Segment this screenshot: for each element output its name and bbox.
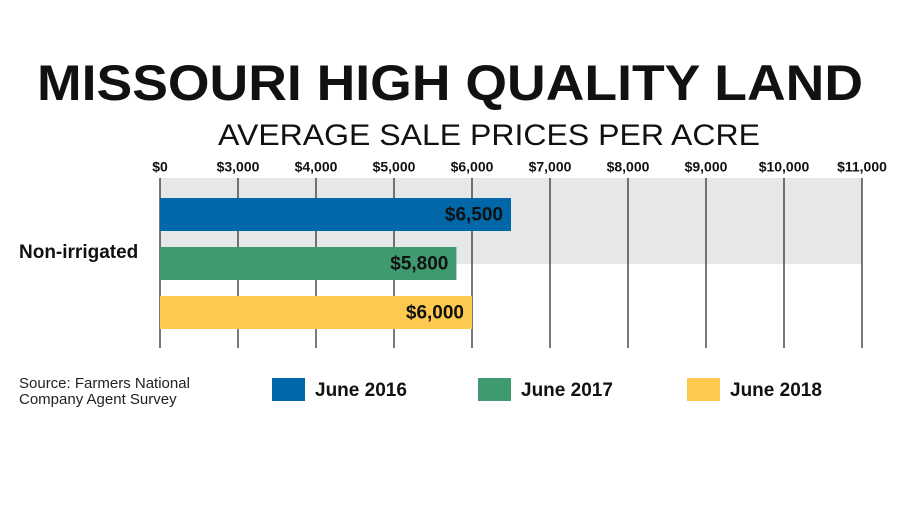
x-tick-label: $3,000 (217, 159, 260, 175)
x-tick-label: $4,000 (295, 159, 338, 175)
x-tick-label: $7,000 (529, 159, 572, 175)
chart-title: MISSOURI HIGH QUALITY LAND (37, 55, 863, 111)
legend-swatch (272, 378, 305, 401)
bar (160, 247, 457, 280)
chart-subtitle: AVERAGE SALE PRICES PER ACRE (218, 119, 760, 152)
value-label: $5,800 (390, 254, 448, 275)
x-tick-label: $0 (152, 159, 168, 175)
value-label: $6,000 (406, 303, 464, 324)
x-tick-label: $10,000 (759, 159, 810, 175)
value-label: $6,500 (445, 205, 503, 226)
legend-swatch (478, 378, 511, 401)
source-note: Source: Farmers National Company Agent S… (19, 375, 190, 408)
legend-label: June 2016 (315, 380, 407, 401)
y-tick-label: Non-irrigated (19, 242, 138, 263)
x-tick-label: $9,000 (685, 159, 728, 175)
x-tick-label: $8,000 (607, 159, 650, 175)
x-tick-label: $11,000 (837, 159, 887, 175)
bar (160, 296, 472, 329)
legend-label: June 2017 (521, 380, 613, 401)
x-tick-label: $5,000 (373, 159, 416, 175)
x-tick-label: $6,000 (451, 159, 494, 175)
legend-swatch (687, 378, 720, 401)
legend-label: June 2018 (730, 380, 822, 401)
bar (160, 198, 511, 231)
